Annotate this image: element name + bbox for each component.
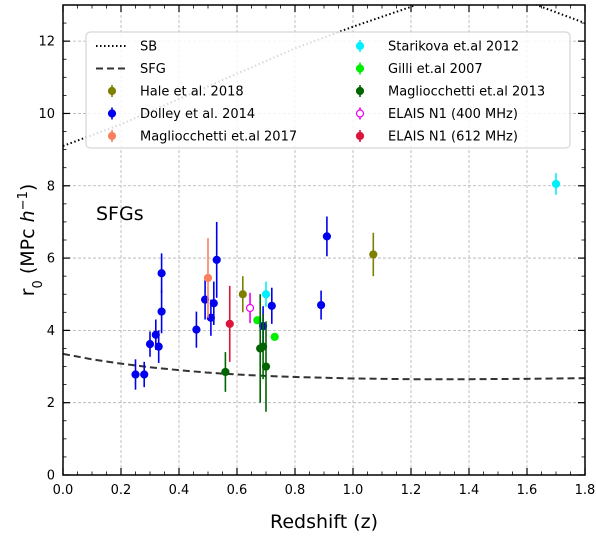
x-tick-label: 0.0 (53, 483, 74, 498)
point-dolley-et-al-2014 (157, 307, 166, 316)
point-dolley-et-al-2014 (212, 255, 221, 264)
legend-swatch-elais-n1-612-mhz (355, 131, 365, 141)
legend-swatch-magliocchetti-et-al-2017 (107, 131, 117, 141)
y-axis-title: r0 (MPc h−1) (16, 184, 46, 297)
point-dolley-et-al-2014 (267, 301, 276, 310)
x-tick-label: 1.6 (517, 483, 538, 498)
legend-swatch-hale-et-al-2018 (107, 86, 117, 96)
ticks: 0.0 0.2 0.4 0.6 0.8 1.0 1.2 1.4 1.6 1.8 0 2 4 6 8 10 12 (38, 4, 596, 498)
point-magliocchetti-et-al-2017 (203, 273, 213, 283)
y-tick-label: 12 (38, 35, 55, 50)
y-axis-title-h: h (17, 210, 39, 222)
legend-swatch-elais-n1-400-mhz (355, 109, 365, 118)
legend-label-magliocchetti-et-al-2013: Magliocchetti et.al 2013 (388, 85, 545, 100)
point-elais-n1-400-mhz (245, 303, 255, 313)
legend-box (85, 31, 571, 149)
point-dolley-et-al-2014 (209, 299, 218, 308)
point-elais-n1-612-mhz (225, 319, 234, 328)
point-gilli-et-al-2007 (270, 332, 279, 341)
y-axis-title-r: r (17, 288, 39, 296)
legend-label-hale-et-al-2018: Hale et al. 2018 (140, 85, 244, 100)
point-dolley-et-al-2014 (140, 370, 149, 379)
point-hale-et-al-2018 (369, 250, 378, 259)
x-tick-label: 0.6 (227, 483, 248, 498)
x-tick-label: 1.8 (575, 483, 596, 498)
legend-swatch-starikova-et-al-2012 (355, 41, 365, 51)
point-dolley-et-al-2014 (154, 342, 163, 351)
legend-swatch-gilli-et-al-2007 (355, 64, 365, 73)
point-starikova-et-al-2012 (261, 290, 271, 299)
y-tick-label: 4 (47, 324, 55, 339)
point-starikova-et-al-2012 (551, 179, 561, 189)
y-axis-title-sub: 0 (31, 280, 46, 288)
point-magliocchetti-et-al-2013 (261, 362, 271, 371)
legend-label-elais-n1-612-mhz: ELAIS N1 (612 MHz) (388, 130, 518, 145)
y-tick-label: 10 (38, 107, 55, 122)
curve-sfg (63, 352, 585, 381)
y-tick-label: 8 (47, 179, 55, 194)
y-axis-title-close: ) (17, 184, 39, 191)
point-dolley-et-al-2014 (145, 340, 155, 349)
point-dolley-et-al-2014 (322, 232, 331, 241)
x-tick-label: 1.2 (401, 483, 422, 498)
x-tick-label: 0.4 (169, 483, 190, 498)
y-axis-title-exp: −1 (16, 191, 31, 210)
x-tick-label: 0.2 (111, 483, 132, 498)
y-tick-label: 2 (47, 396, 55, 411)
x-tick-label: 1.0 (343, 483, 364, 498)
x-tick-label: 0.8 (285, 483, 306, 498)
legend-label-starikova-et-al-2012: Starikova et.al 2012 (388, 40, 519, 55)
point-dolley-et-al-2014 (192, 325, 201, 334)
x-axis-title: Redshift (z) (270, 511, 378, 533)
legend: SB SFG Hale et al. 2018 Dolley et al. 2014 M… (85, 31, 571, 149)
y-tick-label: 6 (47, 252, 55, 267)
y-axis-title-unit: (MPc (17, 222, 39, 280)
legend-label-magliocchetti-et-al-2017: Magliocchetti et.al 2017 (140, 130, 297, 145)
legend-label-dolley-et-al-2014: Dolley et al. 2014 (140, 107, 255, 122)
point-hale-et-al-2018 (238, 290, 247, 299)
legend-label-sb: SB (140, 40, 157, 55)
y-tick-label: 0 (47, 469, 55, 484)
point-magliocchetti-et-al-2013 (221, 367, 230, 377)
point-dolley-et-al-2014 (317, 300, 326, 310)
legend-swatch-dolley-et-al-2014 (107, 109, 117, 118)
point-dolley-et-al-2014 (131, 370, 140, 379)
legend-label-gilli-et-al-2007: Gilli et.al 2007 (388, 62, 483, 77)
point-dolley-et-al-2014 (157, 269, 166, 278)
sfgs-annotation: SFGs (96, 203, 144, 225)
x-tick-label: 1.4 (459, 483, 480, 498)
legend-label-sfg: SFG (140, 62, 166, 77)
legend-swatch-magliocchetti-et-al-2013 (355, 86, 365, 96)
data-points (131, 173, 561, 412)
legend-label-elais-n1-400-mhz: ELAIS N1 (400 MHz) (388, 107, 518, 122)
